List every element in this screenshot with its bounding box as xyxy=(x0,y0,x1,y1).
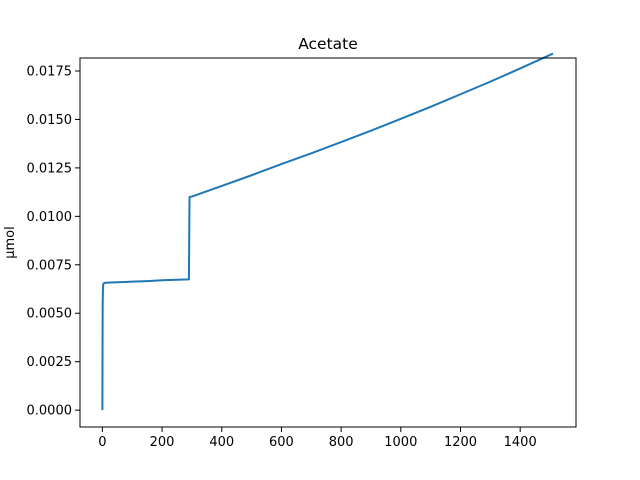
x-tick-label: 200 xyxy=(150,435,175,450)
y-tick-label: 0.0150 xyxy=(27,113,73,128)
x-tick-label: 600 xyxy=(269,435,294,450)
chart-title: Acetate xyxy=(298,35,358,53)
plot-marks xyxy=(101,52,554,411)
x-tick-label: 1000 xyxy=(384,435,417,450)
plot-frame xyxy=(79,57,577,428)
y-axis: 0.0000 0.0025 0.0050 0.0075 0.0100 0.0125 0.01… xyxy=(27,64,80,419)
y-axis-label: µmol xyxy=(3,226,18,259)
y-tick-label: 0.0075 xyxy=(27,258,73,273)
y-tick-label: 0.0125 xyxy=(27,161,73,176)
x-tick-label: 800 xyxy=(329,435,354,450)
y-tick-label: 0.0025 xyxy=(27,355,73,370)
x-tick-label: 400 xyxy=(209,435,234,450)
x-tick-label: 0 xyxy=(98,435,106,450)
y-tick-label: 0.0175 xyxy=(27,64,73,79)
x-tick-label: 1200 xyxy=(444,435,477,450)
y-tick-label: 0.0100 xyxy=(27,210,73,225)
x-axis: 0 200 400 600 800 1000 1200 1400 xyxy=(98,427,537,450)
y-tick-label: 0.0050 xyxy=(27,307,73,322)
x-tick-label: 1400 xyxy=(504,435,537,450)
y-tick-label: 0.0000 xyxy=(27,404,73,419)
plot-area xyxy=(80,58,576,427)
series-line xyxy=(101,52,554,411)
